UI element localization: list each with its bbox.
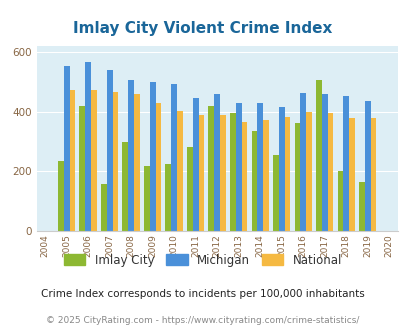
Bar — [251, 131, 257, 231]
Bar — [79, 106, 85, 231]
Bar — [187, 147, 192, 231]
Bar — [64, 66, 69, 231]
Bar — [230, 113, 235, 231]
Bar — [257, 103, 262, 231]
Bar — [149, 82, 155, 231]
Bar — [198, 115, 204, 231]
Bar — [155, 103, 161, 231]
Bar — [112, 91, 118, 231]
Bar — [327, 113, 333, 231]
Bar — [220, 115, 225, 231]
Bar — [91, 90, 97, 231]
Bar — [107, 70, 112, 231]
Bar — [235, 103, 241, 231]
Bar — [122, 142, 128, 231]
Bar — [315, 81, 321, 231]
Text: Imlay City Violent Crime Index: Imlay City Violent Crime Index — [73, 21, 332, 36]
Bar — [348, 118, 354, 231]
Bar — [144, 166, 149, 231]
Bar — [294, 123, 300, 231]
Bar — [300, 93, 305, 231]
Bar — [337, 171, 343, 231]
Bar — [241, 122, 247, 231]
Bar — [364, 101, 370, 231]
Bar — [58, 161, 64, 231]
Bar — [284, 117, 290, 231]
Text: Crime Index corresponds to incidents per 100,000 inhabitants: Crime Index corresponds to incidents per… — [41, 289, 364, 299]
Bar — [208, 106, 214, 231]
Bar — [134, 94, 140, 231]
Bar — [69, 90, 75, 231]
Bar — [305, 113, 311, 231]
Bar — [171, 84, 177, 231]
Text: © 2025 CityRating.com - https://www.cityrating.com/crime-statistics/: © 2025 CityRating.com - https://www.city… — [46, 315, 359, 325]
Bar — [177, 111, 183, 231]
Bar — [358, 182, 364, 231]
Bar — [192, 98, 198, 231]
Bar — [278, 107, 284, 231]
Bar — [370, 118, 375, 231]
Bar — [101, 184, 107, 231]
Bar — [165, 164, 171, 231]
Bar — [272, 155, 278, 231]
Legend: Imlay City, Michigan, National: Imlay City, Michigan, National — [60, 250, 345, 270]
Bar — [128, 81, 134, 231]
Bar — [321, 94, 327, 231]
Bar — [262, 120, 268, 231]
Bar — [85, 62, 91, 231]
Bar — [343, 96, 348, 231]
Bar — [214, 94, 220, 231]
